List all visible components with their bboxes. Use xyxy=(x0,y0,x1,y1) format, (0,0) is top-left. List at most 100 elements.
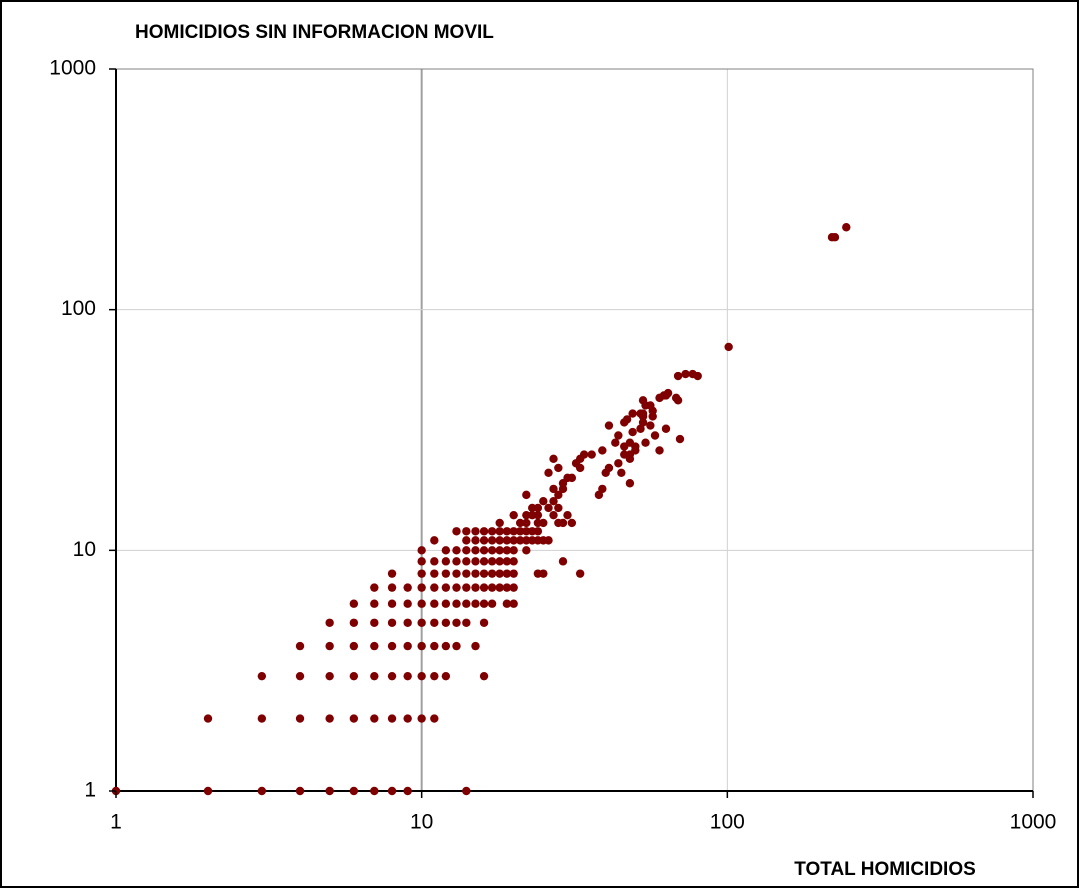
point xyxy=(617,468,626,477)
point xyxy=(487,557,497,566)
point xyxy=(471,641,480,651)
x-tick-label: 100 xyxy=(710,811,745,834)
point xyxy=(295,671,305,681)
point xyxy=(387,618,397,627)
point xyxy=(533,510,543,520)
point xyxy=(349,599,359,608)
point xyxy=(502,527,512,536)
chart-title: HOMICIDIOS SIN INFORMACION MOVIL xyxy=(135,22,494,43)
point xyxy=(479,618,489,627)
point xyxy=(462,618,471,627)
point xyxy=(203,714,213,723)
point xyxy=(579,450,589,459)
point xyxy=(370,599,379,608)
point xyxy=(441,671,451,681)
x-tick-label: 1 xyxy=(110,811,122,834)
point xyxy=(533,503,543,513)
point xyxy=(417,641,426,651)
x-tick-label: 1000 xyxy=(1010,811,1057,834)
point xyxy=(430,714,439,723)
point xyxy=(539,497,548,506)
point xyxy=(495,557,504,566)
point xyxy=(487,599,497,608)
point xyxy=(452,618,461,627)
point xyxy=(452,583,461,592)
point xyxy=(479,536,489,545)
point xyxy=(509,546,518,555)
point xyxy=(842,223,851,232)
point xyxy=(558,518,568,528)
point xyxy=(417,569,426,578)
y-tick-label: 1 xyxy=(84,779,96,802)
point xyxy=(625,438,635,447)
point xyxy=(471,546,480,555)
point xyxy=(502,536,512,545)
point xyxy=(563,510,572,520)
x-axis-title: TOTAL HOMICIDIOS xyxy=(794,859,976,880)
point xyxy=(638,418,648,427)
point xyxy=(641,438,650,447)
point xyxy=(502,557,512,566)
point xyxy=(471,569,480,578)
point xyxy=(417,557,426,566)
point xyxy=(509,527,518,536)
point xyxy=(387,599,397,608)
point xyxy=(628,409,637,418)
point xyxy=(417,618,426,627)
point xyxy=(471,599,480,608)
point xyxy=(515,527,525,536)
point xyxy=(509,557,518,566)
point xyxy=(509,510,518,520)
point xyxy=(349,618,359,627)
point xyxy=(509,569,518,578)
point xyxy=(598,484,607,494)
point xyxy=(544,503,553,513)
point xyxy=(487,527,497,536)
point xyxy=(370,671,379,681)
point xyxy=(430,536,439,545)
point xyxy=(522,510,531,520)
point xyxy=(479,599,489,608)
point xyxy=(325,671,334,681)
point xyxy=(604,463,614,473)
point xyxy=(462,527,471,536)
point xyxy=(257,786,267,796)
point xyxy=(688,369,697,379)
point xyxy=(295,786,305,796)
point xyxy=(403,714,412,723)
point xyxy=(387,583,397,592)
point xyxy=(509,583,518,592)
point xyxy=(650,431,660,440)
point xyxy=(441,618,451,627)
point xyxy=(636,424,645,433)
point xyxy=(554,503,563,513)
point xyxy=(625,479,635,488)
point xyxy=(830,233,840,242)
point xyxy=(349,714,359,723)
point xyxy=(452,527,461,536)
point xyxy=(675,434,685,444)
x-tick-label: 10 xyxy=(410,811,433,834)
point xyxy=(487,583,497,592)
point xyxy=(522,490,531,500)
point xyxy=(430,641,439,651)
point xyxy=(430,557,439,566)
point xyxy=(549,497,558,506)
point xyxy=(655,446,664,455)
point xyxy=(430,583,439,592)
point xyxy=(471,536,480,545)
point xyxy=(257,671,267,681)
point xyxy=(495,536,504,545)
point xyxy=(724,342,733,352)
point xyxy=(628,427,637,437)
point xyxy=(403,641,412,651)
point xyxy=(430,671,439,681)
point xyxy=(325,618,334,627)
point xyxy=(539,518,548,528)
point xyxy=(452,599,461,608)
point xyxy=(554,463,563,473)
point xyxy=(646,421,655,430)
y-tick-label: 10 xyxy=(73,538,96,561)
